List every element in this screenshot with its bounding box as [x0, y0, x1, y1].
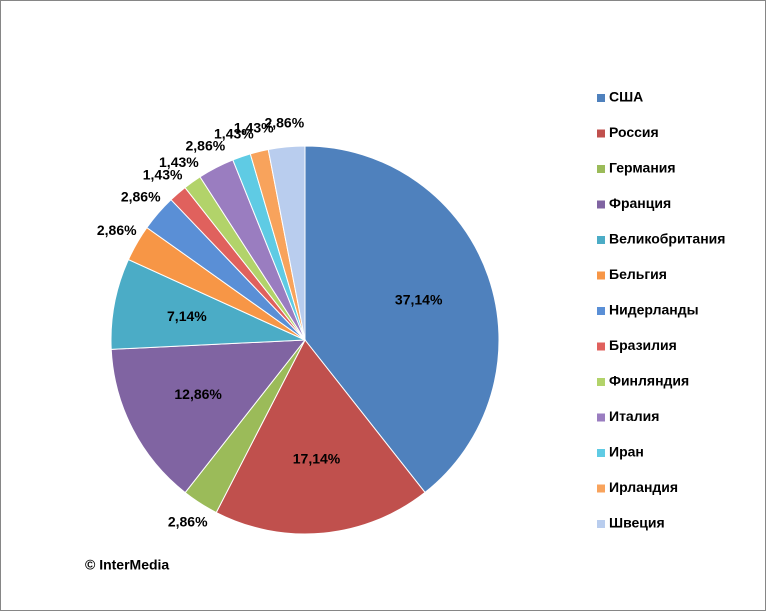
data-label: 1,43%: [159, 154, 199, 170]
legend-swatch: [597, 200, 605, 209]
legend-label: США: [609, 89, 643, 105]
data-label: 12,86%: [174, 386, 222, 402]
legend-swatch: [597, 271, 605, 280]
legend-label: Финляндия: [609, 373, 689, 389]
data-label: 1,43%: [214, 125, 254, 141]
legend-swatch: [597, 165, 605, 173]
legend-label: Италия: [609, 408, 659, 424]
legend-swatch: [597, 520, 605, 528]
data-label: 2,86%: [121, 189, 161, 205]
data-label: 2,86%: [186, 138, 226, 154]
data-label: 1,43%: [234, 120, 274, 136]
legend-swatch: [597, 236, 605, 244]
legend-label: Великобритания: [609, 231, 725, 247]
pie-slice: [304, 145, 500, 494]
data-label: 2,86%: [97, 222, 137, 238]
legend-label: Германия: [609, 160, 676, 176]
data-label: 2,86%: [264, 114, 304, 130]
pie-slice: [215, 339, 426, 535]
legend-label: Бразилия: [609, 337, 677, 353]
legend-label: Россия: [609, 124, 659, 140]
legend-swatch: [597, 307, 605, 315]
legend-swatch: [597, 449, 605, 457]
legend-label: Франция: [609, 195, 671, 211]
legend-label: Ирландия: [609, 479, 678, 495]
legend-label: Бельгия: [609, 266, 667, 282]
legend-swatch: [597, 129, 605, 138]
legend-label: Иран: [609, 444, 644, 460]
legend-label: Швеция: [609, 515, 665, 531]
legend-swatch: [597, 378, 605, 386]
copyright: © InterMedia: [85, 557, 169, 573]
data-label: 1,43%: [143, 167, 183, 183]
legend-swatch: [597, 342, 605, 351]
data-label: 17,14%: [293, 450, 341, 466]
pie-slice: [267, 145, 306, 341]
legend-swatch: [597, 484, 605, 493]
data-label: 2,86%: [168, 514, 208, 530]
data-label: 37,14%: [395, 291, 443, 307]
legend-label: Нидерланды: [609, 302, 699, 318]
data-label: 7,14%: [167, 308, 207, 324]
legend-swatch: [597, 94, 605, 102]
legend-swatch: [597, 413, 605, 422]
pie-slice: [110, 339, 307, 494]
